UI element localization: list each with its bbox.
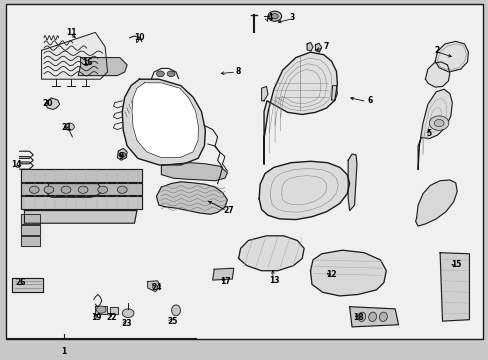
Ellipse shape: [368, 312, 376, 321]
Text: 3: 3: [289, 13, 294, 22]
Circle shape: [44, 186, 54, 193]
Circle shape: [61, 186, 71, 193]
Text: 27: 27: [223, 206, 234, 215]
Polygon shape: [20, 196, 142, 209]
Text: 5: 5: [426, 129, 430, 138]
Circle shape: [96, 306, 106, 313]
Circle shape: [64, 123, 74, 130]
Text: 24: 24: [151, 284, 162, 292]
Polygon shape: [259, 161, 349, 220]
Text: 1: 1: [61, 347, 66, 356]
Text: 18: 18: [353, 313, 364, 322]
Polygon shape: [20, 225, 40, 235]
Polygon shape: [45, 98, 60, 109]
Text: 12: 12: [325, 270, 336, 279]
Polygon shape: [156, 182, 227, 214]
Text: 9: 9: [118, 152, 123, 161]
Polygon shape: [20, 169, 142, 182]
Polygon shape: [331, 86, 337, 100]
Polygon shape: [12, 278, 43, 292]
Circle shape: [267, 11, 281, 21]
Polygon shape: [264, 52, 337, 164]
Text: 17: 17: [220, 277, 231, 286]
Text: 11: 11: [66, 28, 77, 37]
Polygon shape: [46, 184, 102, 197]
Polygon shape: [78, 58, 127, 76]
Polygon shape: [20, 236, 40, 246]
Text: 15: 15: [450, 260, 461, 269]
Circle shape: [433, 120, 443, 127]
Polygon shape: [417, 89, 451, 169]
Text: 4: 4: [267, 13, 272, 22]
Text: 13: 13: [268, 276, 279, 285]
Circle shape: [122, 309, 134, 318]
Ellipse shape: [357, 312, 365, 321]
Polygon shape: [161, 163, 227, 181]
Text: 16: 16: [81, 58, 92, 67]
Polygon shape: [41, 32, 107, 79]
Text: 20: 20: [42, 99, 53, 108]
Polygon shape: [439, 253, 468, 321]
Polygon shape: [238, 236, 304, 271]
Circle shape: [117, 186, 127, 193]
Polygon shape: [315, 43, 321, 52]
Polygon shape: [310, 250, 386, 296]
Text: 23: 23: [121, 320, 131, 328]
Polygon shape: [415, 180, 456, 226]
Text: 14: 14: [11, 160, 21, 169]
Polygon shape: [24, 211, 137, 223]
Text: 6: 6: [366, 96, 371, 105]
Polygon shape: [306, 42, 312, 51]
Polygon shape: [147, 281, 160, 292]
Text: 21: 21: [61, 123, 72, 132]
Polygon shape: [261, 86, 267, 101]
Circle shape: [78, 186, 88, 193]
Polygon shape: [95, 306, 106, 314]
Polygon shape: [110, 307, 118, 314]
Circle shape: [156, 71, 164, 77]
Polygon shape: [132, 83, 198, 158]
Text: 19: 19: [91, 313, 102, 322]
Polygon shape: [434, 41, 468, 72]
Circle shape: [167, 71, 175, 77]
Circle shape: [271, 14, 278, 19]
Text: 25: 25: [166, 317, 177, 325]
Text: 22: 22: [106, 313, 117, 322]
Polygon shape: [212, 268, 233, 280]
Polygon shape: [347, 154, 356, 211]
Text: 26: 26: [15, 278, 26, 287]
Text: 8: 8: [235, 67, 240, 76]
Ellipse shape: [171, 305, 180, 316]
Circle shape: [428, 116, 448, 130]
Ellipse shape: [379, 312, 386, 321]
Polygon shape: [349, 307, 398, 327]
Polygon shape: [20, 183, 142, 195]
Polygon shape: [122, 79, 205, 165]
Text: 2: 2: [433, 46, 438, 55]
Text: 10: 10: [134, 33, 145, 42]
Circle shape: [29, 186, 39, 193]
Polygon shape: [20, 214, 40, 224]
Text: 7: 7: [324, 42, 328, 51]
Circle shape: [119, 152, 125, 157]
Polygon shape: [425, 62, 449, 87]
Circle shape: [98, 186, 107, 193]
Polygon shape: [117, 148, 127, 160]
